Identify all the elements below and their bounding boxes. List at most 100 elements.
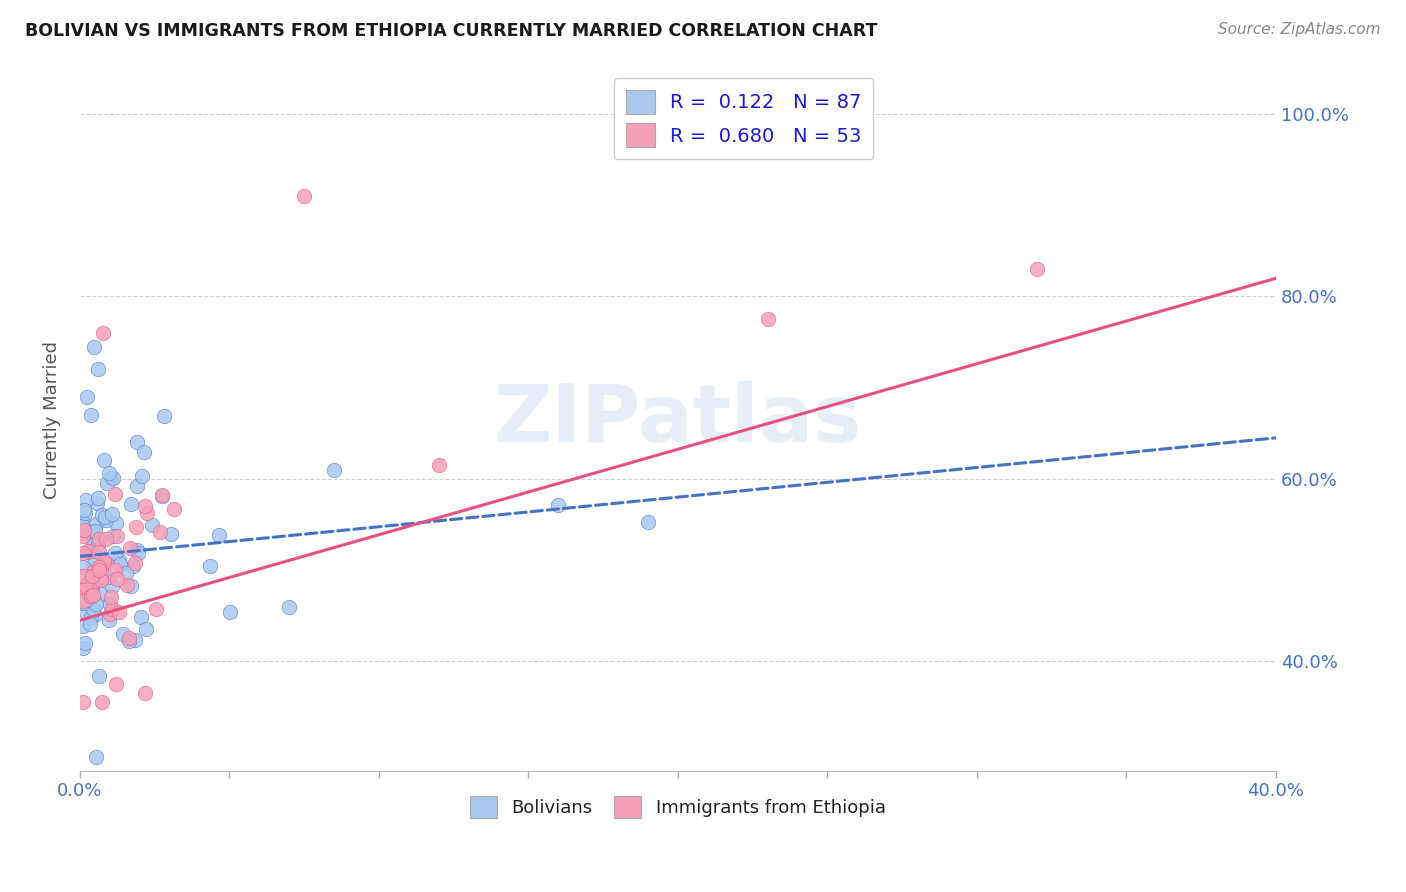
Point: [112, 627, 135, 641]
Point: [547, 498, 569, 512]
Point: [150, 488, 173, 502]
Point: [122, 558, 145, 573]
Text: ZIPatlas: ZIPatlas: [494, 381, 862, 458]
Point: [75, 605, 97, 619]
Point: [87, 532, 110, 546]
Point: [83, 340, 105, 354]
Point: [72, 518, 94, 533]
Point: [87, 668, 110, 682]
Point: [80, 580, 103, 594]
Point: [82, 569, 104, 583]
Point: [72, 695, 94, 709]
Point: [93, 452, 115, 467]
Point: [72, 516, 94, 530]
Point: [84, 534, 107, 549]
Point: [118, 633, 141, 648]
Point: [82, 588, 104, 602]
Point: [75, 593, 97, 607]
Point: [292, 189, 315, 203]
Point: [80, 524, 103, 539]
Point: [82, 558, 104, 572]
Point: [83, 524, 105, 539]
Point: [120, 579, 142, 593]
Point: [82, 538, 104, 552]
Point: [77, 576, 100, 591]
Point: [125, 478, 148, 492]
Point: [103, 471, 125, 485]
Point: [82, 565, 104, 579]
Point: [108, 605, 131, 619]
Point: [149, 524, 172, 539]
Point: [79, 617, 101, 632]
Point: [135, 622, 157, 636]
Point: [76, 544, 98, 558]
Point: [118, 631, 141, 645]
Point: [73, 506, 96, 520]
Point: [75, 582, 97, 596]
Point: [86, 516, 108, 531]
Point: [101, 507, 124, 521]
Point: [162, 502, 184, 516]
Point: [72, 569, 94, 583]
Point: [86, 491, 108, 505]
Point: [80, 582, 103, 596]
Point: [129, 609, 152, 624]
Point: [72, 640, 94, 655]
Point: [86, 750, 108, 764]
Point: [136, 506, 159, 520]
Point: [80, 408, 103, 422]
Point: [105, 516, 128, 531]
Point: [80, 524, 103, 539]
Point: [278, 599, 301, 614]
Point: [94, 510, 117, 524]
Point: [152, 489, 174, 503]
Point: [145, 601, 167, 615]
Text: BOLIVIAN VS IMMIGRANTS FROM ETHIOPIA CURRENTLY MARRIED CORRELATION CHART: BOLIVIAN VS IMMIGRANTS FROM ETHIOPIA CUR…: [25, 22, 877, 40]
Point: [72, 596, 94, 610]
Point: [82, 574, 104, 589]
Point: [90, 573, 112, 587]
Point: [72, 529, 94, 543]
Point: [90, 570, 112, 584]
Point: [115, 578, 138, 592]
Point: [637, 515, 659, 529]
Point: [73, 582, 96, 597]
Point: [323, 463, 346, 477]
Point: [101, 529, 124, 543]
Point: [756, 312, 779, 326]
Legend: Bolivians, Immigrants from Ethiopia: Bolivians, Immigrants from Ethiopia: [463, 789, 893, 825]
Point: [134, 499, 156, 513]
Point: [1025, 261, 1047, 276]
Point: [76, 575, 98, 590]
Text: Source: ZipAtlas.com: Source: ZipAtlas.com: [1218, 22, 1381, 37]
Point: [96, 476, 118, 491]
Point: [91, 695, 114, 709]
Point: [72, 526, 94, 541]
Point: [87, 563, 110, 577]
Point: [72, 594, 94, 608]
Point: [98, 613, 121, 627]
Point: [76, 545, 98, 559]
Point: [72, 546, 94, 560]
Point: [72, 560, 94, 574]
Point: [219, 605, 242, 619]
Point: [80, 610, 103, 624]
Point: [134, 686, 156, 700]
Point: [198, 559, 221, 574]
Point: [115, 566, 138, 580]
Point: [208, 527, 231, 541]
Point: [97, 467, 120, 481]
Point: [125, 519, 148, 533]
Point: [77, 574, 100, 589]
Point: [104, 546, 127, 560]
Point: [132, 444, 155, 458]
Point: [87, 362, 110, 376]
Point: [86, 597, 108, 611]
Point: [141, 517, 163, 532]
Point: [90, 508, 112, 523]
Point: [84, 607, 107, 622]
Point: [120, 541, 142, 555]
Point: [97, 570, 120, 584]
Y-axis label: Currently Married: Currently Married: [44, 341, 60, 499]
Point: [153, 409, 176, 424]
